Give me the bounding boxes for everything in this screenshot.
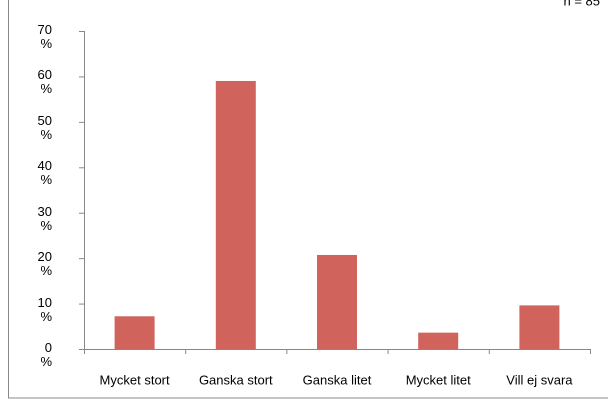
bar [215, 80, 256, 349]
y-tick-label: 70 % [37, 22, 52, 51]
x-tick-label: Mycket stort [100, 372, 170, 387]
bar [114, 316, 155, 349]
bar [519, 305, 560, 349]
chart-frame [8, 0, 608, 399]
x-tick-label: Ganska litet [303, 372, 372, 387]
bar [317, 254, 357, 349]
x-tick-label: Ganska stort [199, 372, 273, 387]
bar [418, 332, 459, 349]
y-tick-label: 40 % [37, 158, 52, 188]
y-tick-label: 0 % [40, 340, 52, 369]
y-tick-label: 30 % [37, 203, 52, 233]
y-tick-label: 20 % [37, 249, 52, 279]
annotation: n = 85 [563, 0, 600, 8]
y-tick-label: 50 % [37, 112, 52, 142]
y-tick-label: 60 % [37, 67, 52, 97]
x-tick-label: Vill ej svara [506, 372, 573, 387]
y-tick-label: 10 % [37, 294, 52, 324]
x-tick-label: Mycket litet [406, 372, 471, 387]
